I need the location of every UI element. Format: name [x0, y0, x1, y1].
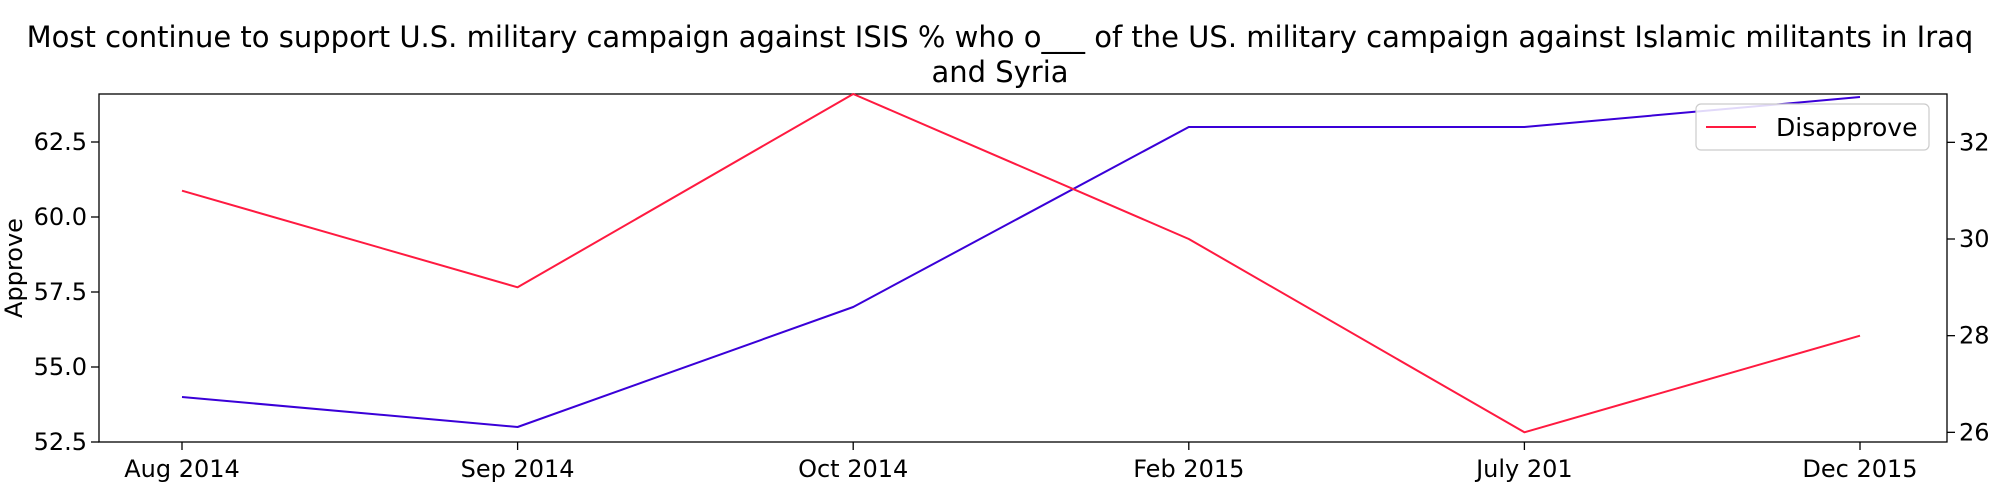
x-tick-label: Sep 2014 — [461, 455, 575, 483]
left-tick-label: 52.5 — [34, 428, 87, 456]
left-tick-label: 55.0 — [34, 353, 87, 381]
series-line-approve — [181, 96, 1861, 428]
x-tick-label: Feb 2015 — [1133, 455, 1244, 483]
chart-title: Most continue to support U.S. military c… — [26, 20, 1974, 89]
x-axis: Aug 2014 Sep 2014 Oct 2014 Feb 2015 July 201… — [124, 442, 1918, 483]
x-tick-label: July 201 — [1474, 455, 1573, 483]
right-tick-label: 32 — [1959, 128, 1990, 156]
right-axis: 26 28 30 32 — [1947, 128, 1990, 446]
legend: Disapprove — [1695, 103, 1930, 151]
left-axis: 52.5 55.0 57.5 60.0 62.5 — [34, 128, 99, 456]
y-axis-label: Approve — [0, 218, 28, 318]
left-tick-label: 57.5 — [34, 278, 87, 306]
x-tick-label: Dec 2015 — [1802, 455, 1917, 483]
right-tick-label: 30 — [1959, 225, 1990, 253]
plot-frame — [98, 93, 1948, 443]
x-tick-label: Aug 2014 — [124, 455, 240, 483]
right-tick-label: 26 — [1959, 418, 1990, 446]
series-line-disapprove — [181, 93, 1861, 434]
series-layer — [181, 93, 1861, 434]
right-tick-label: 28 — [1959, 322, 1990, 350]
left-tick-label: 60.0 — [34, 203, 87, 231]
legend-label-disapprove: Disapprove — [1776, 113, 1917, 142]
legend-box — [1695, 103, 1930, 151]
x-tick-label: Oct 2014 — [798, 455, 908, 483]
left-tick-label: 62.5 — [34, 128, 87, 156]
